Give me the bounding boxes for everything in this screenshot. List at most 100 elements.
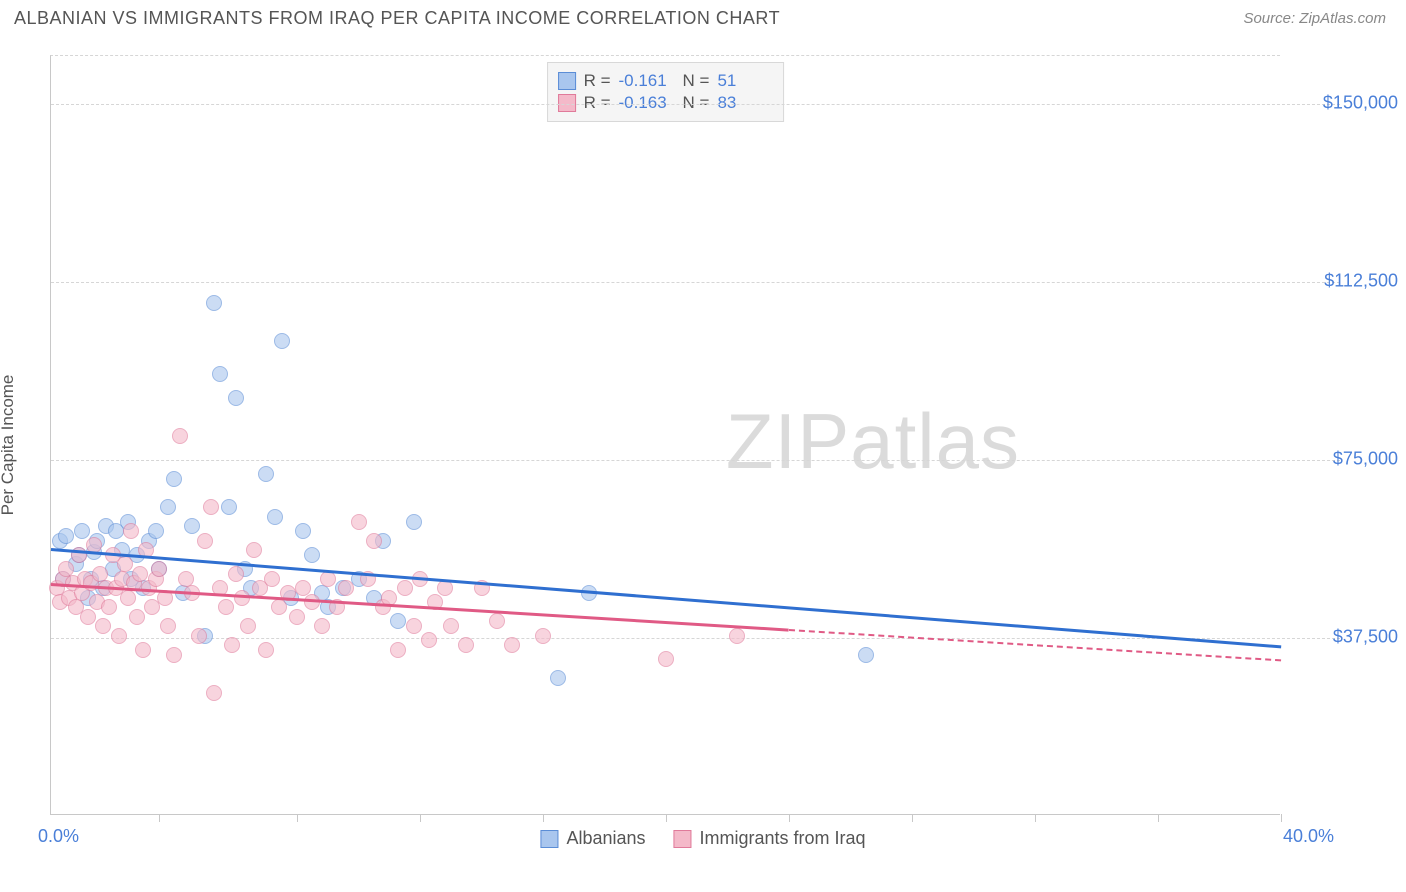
x-axis-end-label: 40.0%: [1283, 826, 1334, 847]
source-credit: Source: ZipAtlas.com: [1243, 10, 1386, 27]
x-axis-start-label: 0.0%: [38, 826, 79, 847]
data-point: [246, 542, 262, 558]
data-point: [197, 533, 213, 549]
data-point: [80, 609, 96, 625]
x-tick: [420, 814, 421, 822]
data-point: [295, 580, 311, 596]
data-point: [111, 628, 127, 644]
chart-area: Per Capita Income ZIPatlas R = -0.161 N …: [0, 35, 1406, 855]
data-point: [58, 528, 74, 544]
n-value-a: 51: [717, 71, 773, 91]
swatch-series-a: [558, 72, 576, 90]
swatch-series-a: [540, 830, 558, 848]
data-point: [172, 428, 188, 444]
data-point: [271, 599, 287, 615]
data-point: [267, 509, 283, 525]
chart-title: ALBANIAN VS IMMIGRANTS FROM IRAQ PER CAP…: [14, 8, 780, 29]
x-tick: [912, 814, 913, 822]
data-point: [351, 514, 367, 530]
data-point: [221, 499, 237, 515]
plot-region: ZIPatlas R = -0.161 N = 51 R = -0.163 N …: [50, 55, 1280, 815]
data-point: [304, 547, 320, 563]
data-point: [74, 523, 90, 539]
data-point: [489, 613, 505, 629]
data-point: [184, 518, 200, 534]
data-point: [218, 599, 234, 615]
correlation-stats-box: R = -0.161 N = 51 R = -0.163 N = 83: [547, 62, 785, 122]
data-point: [166, 471, 182, 487]
x-tick: [159, 814, 160, 822]
data-point: [858, 647, 874, 663]
data-point: [289, 609, 305, 625]
data-point: [206, 295, 222, 311]
gridline: [51, 638, 1340, 639]
gridline: [51, 104, 1340, 105]
data-point: [95, 618, 111, 634]
data-point: [228, 566, 244, 582]
swatch-series-b: [674, 830, 692, 848]
legend-label-a: Albanians: [566, 828, 645, 849]
legend-label-b: Immigrants from Iraq: [700, 828, 866, 849]
data-point: [101, 599, 117, 615]
data-point: [240, 618, 256, 634]
data-point: [390, 642, 406, 658]
data-point: [224, 637, 240, 653]
data-point: [550, 670, 566, 686]
x-tick: [1281, 814, 1282, 822]
data-point: [406, 618, 422, 634]
data-point: [160, 618, 176, 634]
data-point: [458, 637, 474, 653]
data-point: [264, 571, 280, 587]
x-tick: [1035, 814, 1036, 822]
data-point: [729, 628, 745, 644]
data-point: [120, 590, 136, 606]
data-point: [117, 556, 133, 572]
x-tick: [543, 814, 544, 822]
data-point: [366, 533, 382, 549]
data-point: [658, 651, 674, 667]
data-point: [274, 333, 290, 349]
data-point: [135, 642, 151, 658]
legend-item-a: Albanians: [540, 828, 645, 849]
x-tick: [666, 814, 667, 822]
data-point: [338, 580, 354, 596]
data-point: [166, 647, 182, 663]
data-point: [295, 523, 311, 539]
n-label: N =: [683, 71, 710, 91]
data-point: [535, 628, 551, 644]
data-point: [314, 618, 330, 634]
data-point: [228, 390, 244, 406]
y-tick-label: $112,500: [1324, 270, 1398, 291]
data-point: [504, 637, 520, 653]
data-point: [123, 523, 139, 539]
y-tick-label: $150,000: [1323, 92, 1398, 113]
y-tick-label: $75,000: [1333, 448, 1398, 469]
r-label: R =: [584, 71, 611, 91]
data-point: [390, 613, 406, 629]
watermark: ZIPatlas: [726, 396, 1020, 487]
x-tick: [297, 814, 298, 822]
data-point: [203, 499, 219, 515]
y-axis-label: Per Capita Income: [0, 375, 18, 516]
data-point: [129, 609, 145, 625]
data-point: [406, 514, 422, 530]
r-value-a: -0.161: [619, 71, 675, 91]
data-point: [132, 566, 148, 582]
data-point: [421, 632, 437, 648]
data-point: [443, 618, 459, 634]
x-tick: [789, 814, 790, 822]
data-point: [206, 685, 222, 701]
legend: Albanians Immigrants from Iraq: [540, 828, 865, 849]
x-tick: [1158, 814, 1159, 822]
gridline: [51, 282, 1340, 283]
gridline: [51, 460, 1340, 461]
data-point: [258, 466, 274, 482]
y-tick-label: $37,500: [1333, 626, 1398, 647]
chart-header: ALBANIAN VS IMMIGRANTS FROM IRAQ PER CAP…: [0, 0, 1406, 35]
data-point: [191, 628, 207, 644]
stat-row-series-a: R = -0.161 N = 51: [558, 71, 774, 91]
data-point: [148, 523, 164, 539]
data-point: [151, 561, 167, 577]
data-point: [160, 499, 176, 515]
legend-item-b: Immigrants from Iraq: [674, 828, 866, 849]
